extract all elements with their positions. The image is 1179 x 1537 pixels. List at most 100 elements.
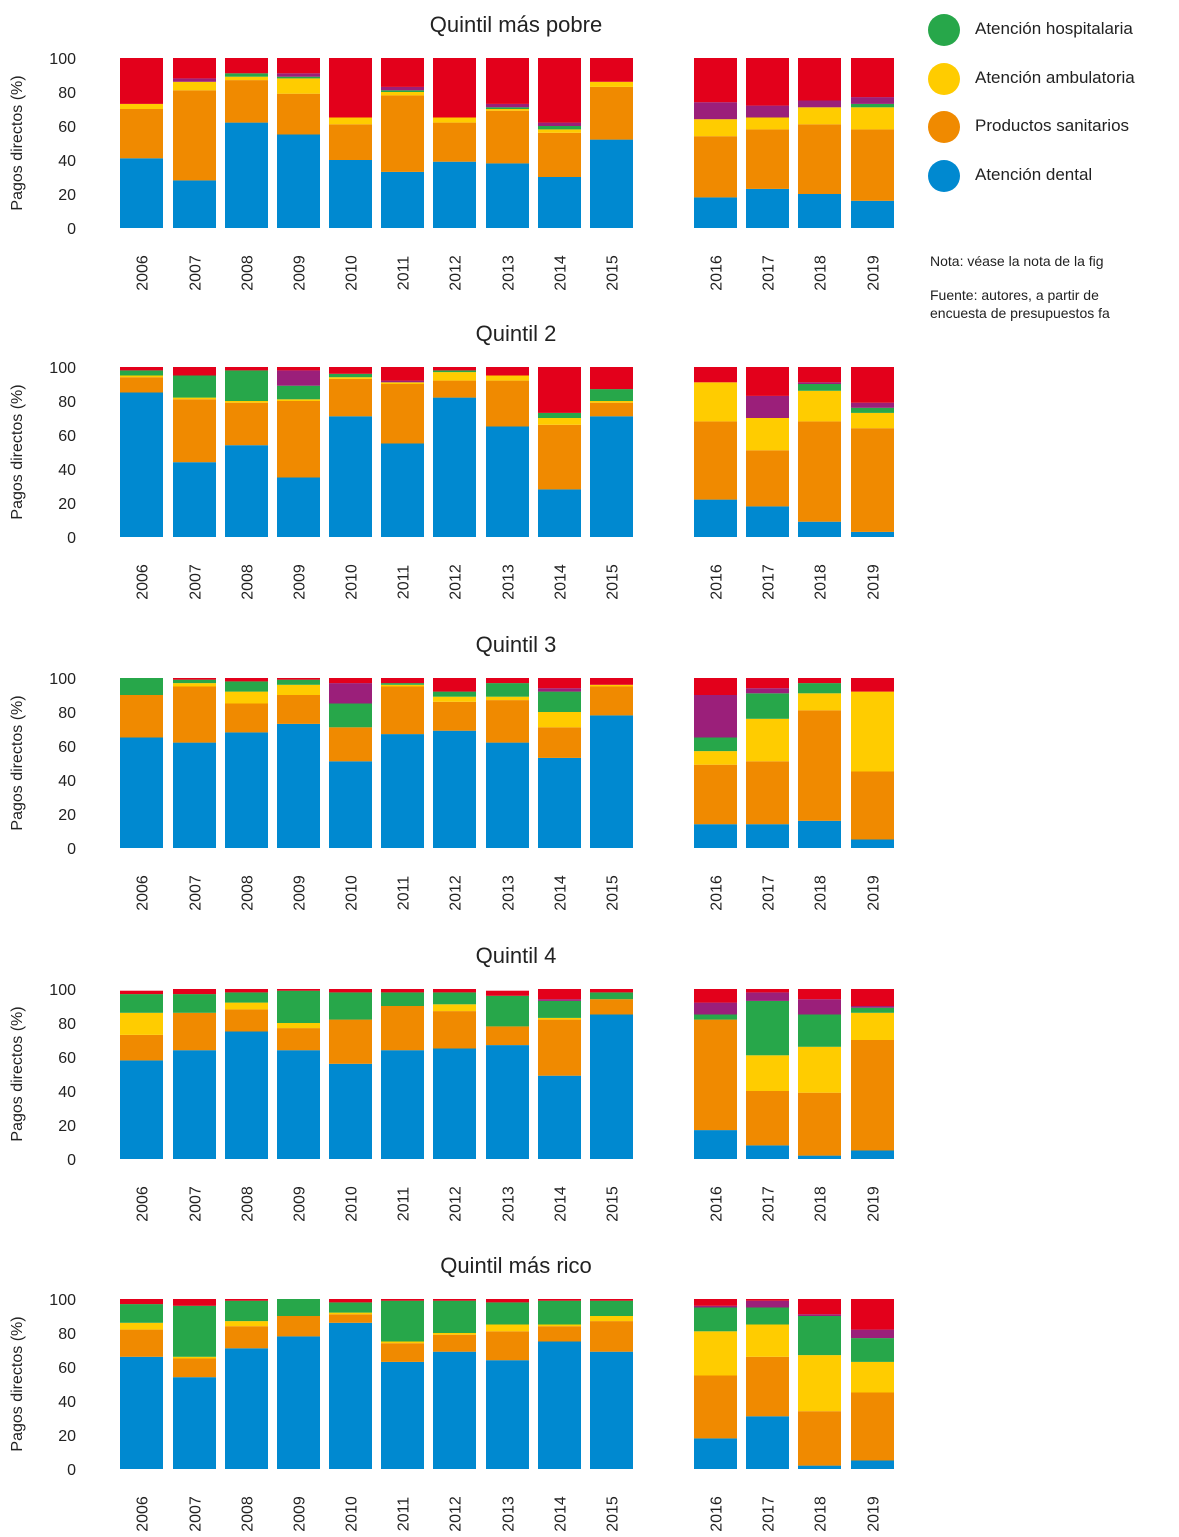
y-tick-label: 60: [58, 1360, 76, 1377]
bar-segment-2019-s5: [851, 1299, 894, 1330]
x-tick-label-2013: 2013: [501, 1496, 518, 1532]
x-tick-label-2019: 2019: [866, 564, 883, 600]
source-text-line2: encuesta de presupuestos fa: [930, 305, 1110, 321]
bar-segment-2018-s0: [798, 521, 841, 537]
bar-segment-2013-s2: [486, 696, 529, 701]
bar-segment-2016-s0: [694, 824, 737, 848]
bar-segment-2018-s2: [798, 107, 841, 125]
x-tick-label-2014: 2014: [553, 255, 570, 291]
chart-notes: Nota: véase la nota de la fig Fuente: au…: [930, 252, 1179, 322]
x-tick-label-2011: 2011: [396, 565, 413, 600]
x-tick-label-2012: 2012: [448, 255, 465, 291]
bar-segment-2019-s2: [851, 412, 894, 429]
bar-segment-2013-s1: [486, 1026, 529, 1046]
x-tick-label-2014: 2014: [553, 564, 570, 600]
bar-segment-2012-s2: [433, 1004, 476, 1012]
bar-segment-2009-s0: [277, 1336, 320, 1469]
bar-segment-2017-s1: [746, 1091, 789, 1146]
bar-segment-2013-s0: [486, 742, 529, 848]
bar-segment-2016-s5: [694, 989, 737, 1003]
bar-segment-2006-s2: [120, 1012, 163, 1035]
bar-segment-2013-s3: [486, 995, 529, 1027]
bar-segment-2007-s3: [173, 679, 216, 684]
bar-segment-2014-s5: [538, 58, 581, 123]
y-tick-label: 0: [67, 221, 76, 238]
bar-segment-2013-s1: [486, 110, 529, 164]
bar-segment-2014-s2: [538, 418, 581, 425]
x-tick-label-2006: 2006: [135, 255, 152, 291]
legend-label-productos: Productos sanitarios: [975, 116, 1130, 135]
bar-segment-2010-s1: [329, 1314, 372, 1323]
bar-segment-2015-s1: [590, 686, 633, 716]
legend-swatch-hospitalaria: [928, 14, 960, 46]
bar-segment-2008-s0: [225, 1031, 268, 1159]
y-axis-label: Pagos directos (%): [9, 75, 26, 210]
bar-segment-2013-s2: [486, 109, 529, 111]
bar-segment-2012-s1: [433, 1334, 476, 1352]
bar-segment-2014-s2: [538, 129, 581, 133]
bar-segment-2011-s5: [381, 678, 424, 684]
bar-segment-2014-s4: [538, 122, 581, 126]
bar-segment-2015-s0: [590, 1351, 633, 1469]
bar-segment-2009-s3: [277, 385, 320, 400]
x-tick-label-2018: 2018: [813, 875, 830, 911]
chart-title: Quintil 4: [476, 943, 557, 968]
bar-segment-2011-s5: [381, 58, 424, 87]
bar-segment-2019-s3: [851, 103, 894, 108]
chart-title: Quintil 2: [476, 321, 557, 346]
x-tick-label-2015: 2015: [605, 1186, 622, 1222]
y-axis-label: Pagos directos (%): [9, 384, 26, 519]
bar-segment-2008-s2: [225, 1002, 268, 1010]
bar-segment-2009-s0: [277, 1050, 320, 1159]
bar-segment-2016-s5: [694, 1299, 737, 1306]
bar-segment-2015-s3: [590, 992, 633, 1000]
bar-segment-2018-s4: [798, 999, 841, 1015]
bar-segment-2017-s3: [746, 1307, 789, 1325]
bar-segment-2014-s3: [538, 691, 581, 712]
bar-segment-2013-s2: [486, 1324, 529, 1332]
bar-segment-2017-s2: [746, 418, 789, 451]
bar-segment-2007-s0: [173, 1377, 216, 1469]
bar-segment-2011-s4: [381, 380, 424, 383]
bar-segment-2011-s1: [381, 1006, 424, 1051]
bar-segment-2019-s5: [851, 58, 894, 98]
bar-segment-2015-s2: [590, 401, 633, 403]
bar-segment-2007-s5: [173, 367, 216, 376]
bar-segment-2006-s3: [120, 678, 163, 695]
bar-segment-2018-s5: [798, 58, 841, 101]
x-tick-label-2007: 2007: [188, 1186, 205, 1222]
bar-segment-2019-s2: [851, 107, 894, 130]
bar-segment-2016-s1: [694, 421, 737, 500]
bar-segment-2009-s3: [277, 1299, 320, 1316]
x-tick-label-2011: 2011: [396, 876, 413, 911]
bar-segment-2015-s0: [590, 139, 633, 228]
x-tick-label-2007: 2007: [188, 564, 205, 600]
y-tick-label: 80: [58, 705, 76, 722]
x-tick-label-2018: 2018: [813, 1496, 830, 1532]
bar-segment-2006-s2: [120, 375, 163, 378]
bar-segment-2016-s2: [694, 119, 737, 137]
bar-segment-2015-s2: [590, 684, 633, 687]
bar-segment-2017-s5: [746, 678, 789, 689]
bar-segment-2013-s1: [486, 700, 529, 743]
x-tick-label-2014: 2014: [553, 1186, 570, 1222]
bar-segment-2019-s0: [851, 200, 894, 228]
chart-panel-5: Quintil más rico Pagos directos (%) 0 20 40 6…: [9, 1253, 894, 1532]
bar-segment-2017-s1: [746, 450, 789, 507]
x-tick-label-2008: 2008: [240, 875, 257, 911]
bar-segment-2019-s0: [851, 1460, 894, 1469]
bar-segment-2016-s4: [694, 1305, 737, 1308]
bar-segment-2017-s0: [746, 1145, 789, 1159]
x-tick-label-2019: 2019: [866, 875, 883, 911]
bar-segment-2009-s5: [277, 678, 320, 680]
bar-segment-2017-s4: [746, 395, 789, 418]
bar-segment-2019-s0: [851, 839, 894, 848]
bar-segment-2013-s0: [486, 426, 529, 537]
bar-segment-2015-s5: [590, 1299, 633, 1301]
bar-segment-2012-s5: [433, 678, 476, 692]
source-text: Fuente: autores, a partir de encuesta de…: [930, 286, 1179, 322]
bar-segment-2011-s5: [381, 989, 424, 993]
chart-title: Quintil más pobre: [430, 12, 602, 37]
bar-segment-2017-s5: [746, 989, 789, 993]
bar-segment-2007-s0: [173, 1050, 216, 1159]
